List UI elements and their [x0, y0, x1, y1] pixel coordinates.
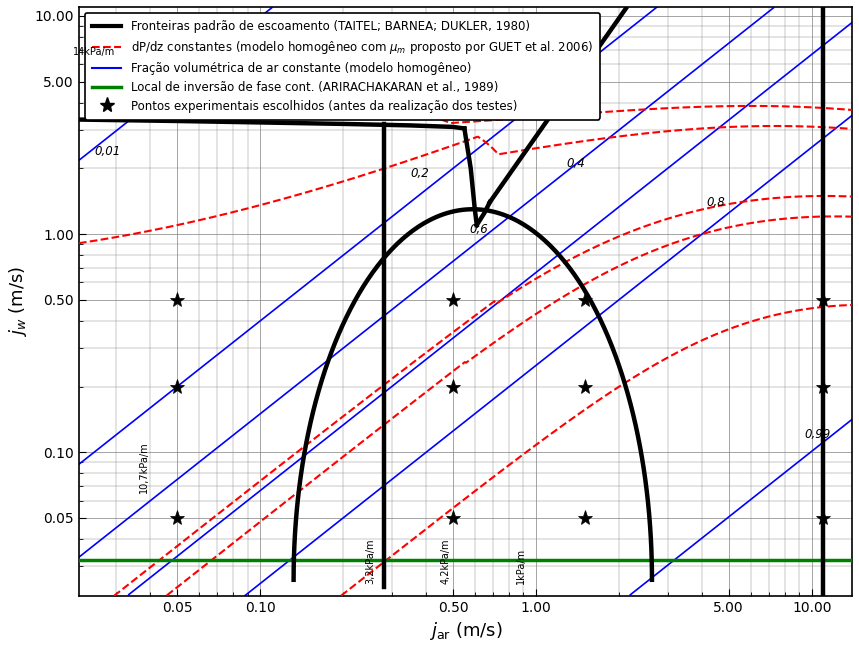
Text: 0,2: 0,2 — [411, 167, 430, 180]
Y-axis label: $j_w$ (m/s): $j_w$ (m/s) — [7, 266, 29, 337]
Text: 10,7kPa/m: 10,7kPa/m — [139, 441, 149, 493]
Text: 0,99: 0,99 — [805, 428, 831, 441]
Text: 1kPa/m: 1kPa/m — [515, 547, 526, 583]
Text: 0,4: 0,4 — [567, 157, 586, 170]
Text: 3,2kPa/m: 3,2kPa/m — [365, 538, 375, 583]
Text: 0,6: 0,6 — [469, 223, 488, 236]
Text: 14kPa/m: 14kPa/m — [73, 47, 115, 56]
Text: 0,8: 0,8 — [707, 196, 726, 209]
Text: 0,01: 0,01 — [94, 145, 121, 158]
X-axis label: $j_{\mathrm{ar}}$ (m/s): $j_{\mathrm{ar}}$ (m/s) — [429, 620, 503, 642]
Legend: Fronteiras padrão de escoamento (TAITEL; BARNEA; DUKLER, 1980), dP/dz constantes: Fronteiras padrão de escoamento (TAITEL;… — [85, 13, 600, 119]
Text: 4,2kPa/m: 4,2kPa/m — [441, 538, 451, 583]
